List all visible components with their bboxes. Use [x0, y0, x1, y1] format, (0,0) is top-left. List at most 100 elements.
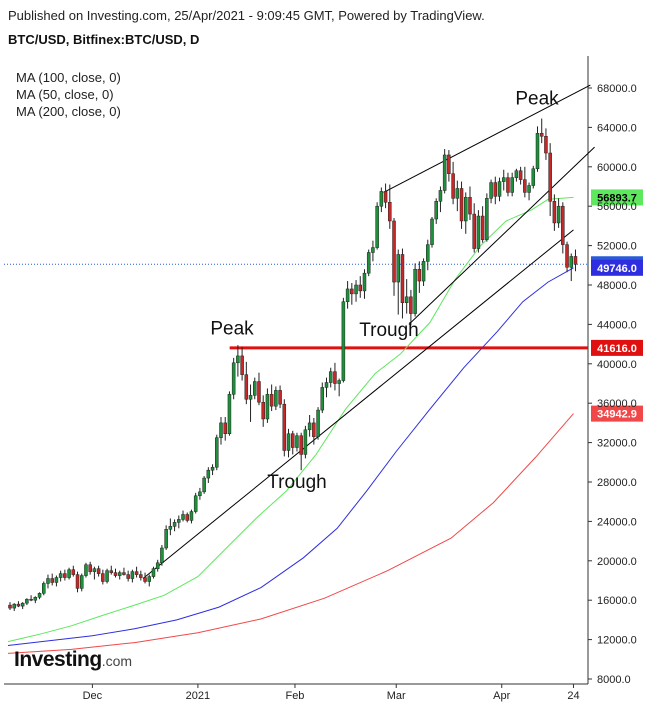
candle [464, 192, 468, 234]
y-tick-label: 44000.0 [597, 319, 637, 331]
candle [126, 570, 130, 582]
candle-body [426, 244, 430, 262]
candle [193, 492, 198, 514]
candle-body [105, 570, 109, 582]
candle [101, 569, 105, 585]
trendline-2 [408, 146, 595, 325]
candle [535, 126, 540, 172]
tick-labels: 68000.0 64000.0 60000.0 56000.0 52000.0 48000… [83, 83, 637, 702]
candle [177, 515, 181, 529]
candle [96, 565, 101, 577]
candle-body [20, 602, 25, 607]
y-tick-label: 52000.0 [597, 241, 637, 253]
candle-body [303, 429, 308, 455]
y-tick-label: 36000.0 [597, 398, 637, 410]
candle-body [193, 495, 198, 512]
candle [215, 434, 219, 471]
candle [556, 198, 561, 228]
candle [278, 385, 282, 409]
candle-body [354, 284, 358, 295]
candle [206, 467, 211, 483]
candle-body [164, 529, 168, 549]
y-tick-label: 8000.0 [597, 674, 631, 686]
candle-body [548, 152, 552, 202]
candle-body [227, 394, 232, 434]
candle-body [531, 168, 536, 186]
trendline-1 [383, 84, 591, 193]
candle-body [109, 570, 114, 573]
candle-body [307, 422, 312, 431]
candle [362, 269, 367, 299]
candle-body [151, 568, 156, 577]
candle [79, 573, 84, 592]
annotation-upper-peak: Peak [515, 89, 559, 110]
candle-body [71, 569, 76, 575]
candle [240, 347, 244, 381]
candle-body [46, 578, 50, 584]
candle-body [236, 355, 240, 364]
candle [109, 565, 114, 575]
candle [413, 263, 417, 317]
candle-body [333, 371, 337, 384]
y-tick-label: 60000.0 [597, 162, 637, 174]
candle-body [350, 288, 354, 295]
candle [236, 345, 240, 377]
candle-body [379, 191, 384, 207]
candle [366, 249, 371, 277]
candle [274, 386, 278, 411]
candle-body [362, 272, 367, 292]
candle-body [290, 433, 295, 448]
candle [248, 384, 253, 422]
candle-body [130, 571, 135, 579]
candle [350, 283, 354, 305]
candle [510, 172, 514, 197]
candle [434, 198, 438, 224]
candle-body [556, 205, 561, 224]
candle [257, 372, 261, 406]
candle-body [569, 256, 574, 268]
candle-body [295, 435, 299, 448]
x-tick-label: Mar [387, 690, 406, 702]
candle [42, 581, 46, 596]
candle [253, 377, 257, 400]
candle [489, 179, 493, 204]
candle [383, 183, 388, 209]
candle [531, 165, 536, 189]
ma100-line [7, 267, 574, 646]
candle-body [244, 374, 249, 400]
candle-body [84, 564, 88, 576]
trendline-0 [142, 229, 574, 579]
candle [290, 430, 295, 455]
candle-body [312, 422, 316, 437]
x-tick-label: Dec [83, 690, 103, 702]
candle-body [447, 154, 451, 174]
candle-body [535, 133, 540, 170]
candle-body [404, 296, 409, 303]
candle [324, 377, 329, 398]
candle [320, 382, 325, 414]
axes [4, 56, 589, 685]
candle [442, 149, 447, 194]
candle-body [29, 598, 33, 601]
candle-body [400, 254, 405, 303]
candle [506, 172, 510, 197]
candle-body [143, 577, 147, 582]
candle [438, 186, 443, 213]
candle-body [139, 574, 143, 578]
candle [25, 598, 29, 606]
candle [160, 545, 164, 566]
candle [468, 186, 472, 220]
grid-reference [4, 263, 588, 350]
candle-body [278, 390, 282, 405]
y-tick-label: 64000.0 [597, 122, 637, 134]
candle-body [231, 362, 236, 395]
y-tick-label: 24000.0 [597, 516, 637, 528]
candle [92, 566, 97, 580]
candle-body [257, 381, 261, 403]
candle [54, 575, 59, 587]
candle-body [316, 409, 320, 437]
x-tick-label: 24 [567, 690, 579, 702]
candle [354, 280, 358, 302]
legend-ma50: MA (50, close, 0) [16, 87, 114, 102]
